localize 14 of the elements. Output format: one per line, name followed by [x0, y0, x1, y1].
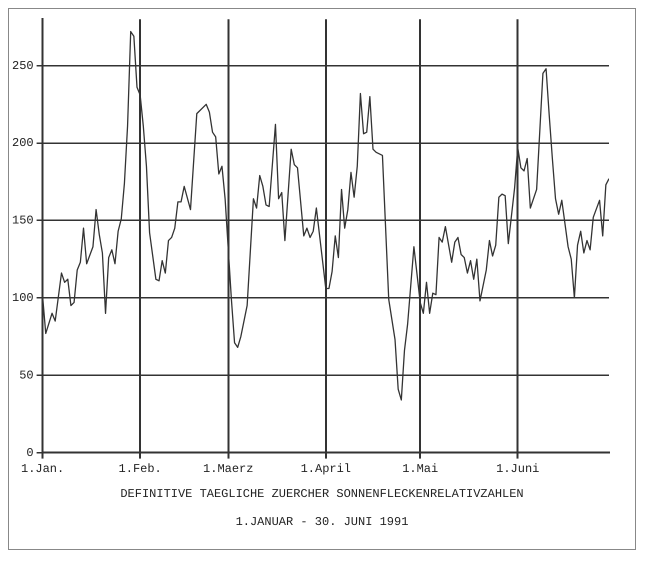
y-tick-label: 150 — [12, 214, 34, 228]
y-tick-label: 200 — [12, 136, 34, 150]
y-tick-label: 50 — [19, 368, 34, 382]
y-tick-label: 100 — [12, 290, 34, 305]
y-tick-label: 250 — [12, 58, 34, 73]
text: 1.JANUAR - 30. JUNI 1991 — [234, 515, 410, 529]
x-tick-label: 1.Jan. — [20, 462, 64, 476]
x-tick-label: 1.April — [300, 462, 352, 476]
x-tick-label: 1.Juni — [496, 462, 540, 476]
text: DEFINITIVE TAEGLICHE ZUERCHER SONNENFLECKENRELATIVZAHLEN — [119, 487, 525, 501]
x-tick-label: 1.Mai — [402, 462, 438, 476]
x-tick-label: 1.Maerz — [203, 462, 254, 476]
x-tick-label: 1.Feb. — [118, 462, 162, 476]
y-tick-label: 0 — [26, 446, 34, 460]
